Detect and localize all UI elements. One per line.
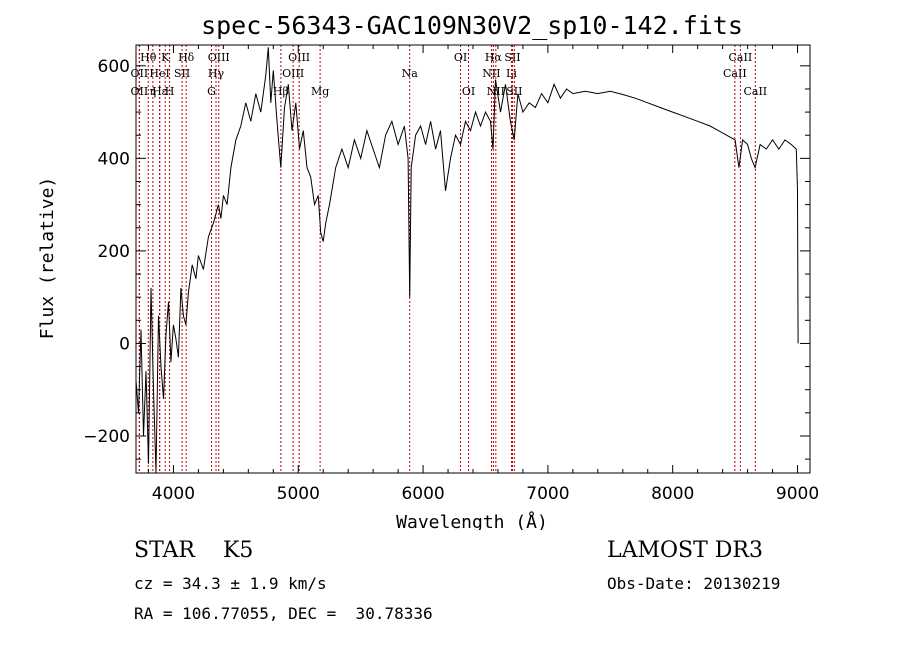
y-tick-label-0: −200 (83, 427, 130, 447)
line-label-7: Hε (152, 85, 168, 98)
y-tick-label-3: 400 (98, 149, 130, 169)
flux-series-line (135, 47, 799, 474)
line-label-23: Li (506, 67, 517, 80)
x-tick-label-0: 4000 (152, 484, 195, 504)
x-tick-label-2: 6000 (401, 484, 444, 504)
y-tick-label-1: 0 (119, 334, 130, 354)
y-tick-label-4: 600 (98, 57, 130, 77)
spectrum-chart: spec-56343-GAC109N30V2_sp10-142.fits Hθ O… (37, 11, 819, 530)
line-label-18: OI (454, 51, 467, 64)
emission-line-labels: Hθ OII OII K Hδ HeI SII Hεη H OIII Hγ G OIII OIII Hβ Mg… (131, 51, 768, 98)
chart-title: spec-56343-GAC109N30V2_sp10-142.fits (201, 11, 743, 40)
x-axis-ticks: 4000 5000 6000 7000 8000 9000 (147, 45, 819, 504)
line-label-1: OII (131, 67, 149, 80)
line-label-26: CaII (729, 51, 753, 64)
line-label-11: Hγ (208, 67, 225, 80)
line-label-2: OII (131, 85, 149, 98)
x-tick-label-5: 9000 (776, 484, 819, 504)
line-label-21: SII (504, 51, 520, 64)
line-label-20: Hα (485, 51, 503, 64)
observation-date: Obs-Date: 20130219 (607, 574, 781, 593)
x-tick-label-4: 8000 (651, 484, 694, 504)
line-label-6: SII (174, 67, 190, 80)
line-label-28: CaII (743, 85, 767, 98)
line-label-0: Hθ (140, 51, 157, 64)
emission-line-markers (138, 45, 756, 473)
x-tick-label-3: 7000 (526, 484, 569, 504)
line-label-10: OIII (208, 51, 230, 64)
x-tick-label-1: 5000 (277, 484, 320, 504)
line-label-5: HeI (149, 67, 169, 80)
line-label-15: Hβ (273, 85, 289, 98)
y-axis-label: Flux (relative) (37, 177, 58, 340)
y-tick-label-2: 200 (98, 242, 130, 262)
line-label-4: Hδ (178, 51, 195, 64)
redshift-cz: cz = 34.3 ± 1.9 km/s (134, 574, 327, 593)
line-label-22: NII (482, 67, 500, 80)
line-label-14: OIII (282, 67, 304, 80)
object-class: STAR K5 (134, 538, 254, 563)
plot-frame (135, 44, 811, 474)
y-axis-ticks: −200 0 200 400 600 (83, 57, 810, 460)
line-label-17: Na (402, 67, 419, 80)
ra-dec-coordinates: RA = 106.77055, DEC = 30.78336 (134, 604, 433, 623)
x-axis-label: Wavelength (Å) (396, 511, 548, 530)
line-label-13: OIII (288, 51, 310, 64)
line-label-25: SII (506, 85, 522, 98)
line-label-19: OI (462, 85, 475, 98)
line-label-16: Mg (311, 85, 329, 98)
line-label-8: η (150, 85, 157, 98)
line-label-3: K (161, 51, 170, 64)
line-label-12: G (207, 85, 216, 98)
line-label-9: H (165, 85, 175, 98)
line-label-24: NII (487, 85, 505, 98)
survey-name: LAMOST DR3 (607, 538, 763, 563)
line-label-27: CaII (723, 67, 747, 80)
